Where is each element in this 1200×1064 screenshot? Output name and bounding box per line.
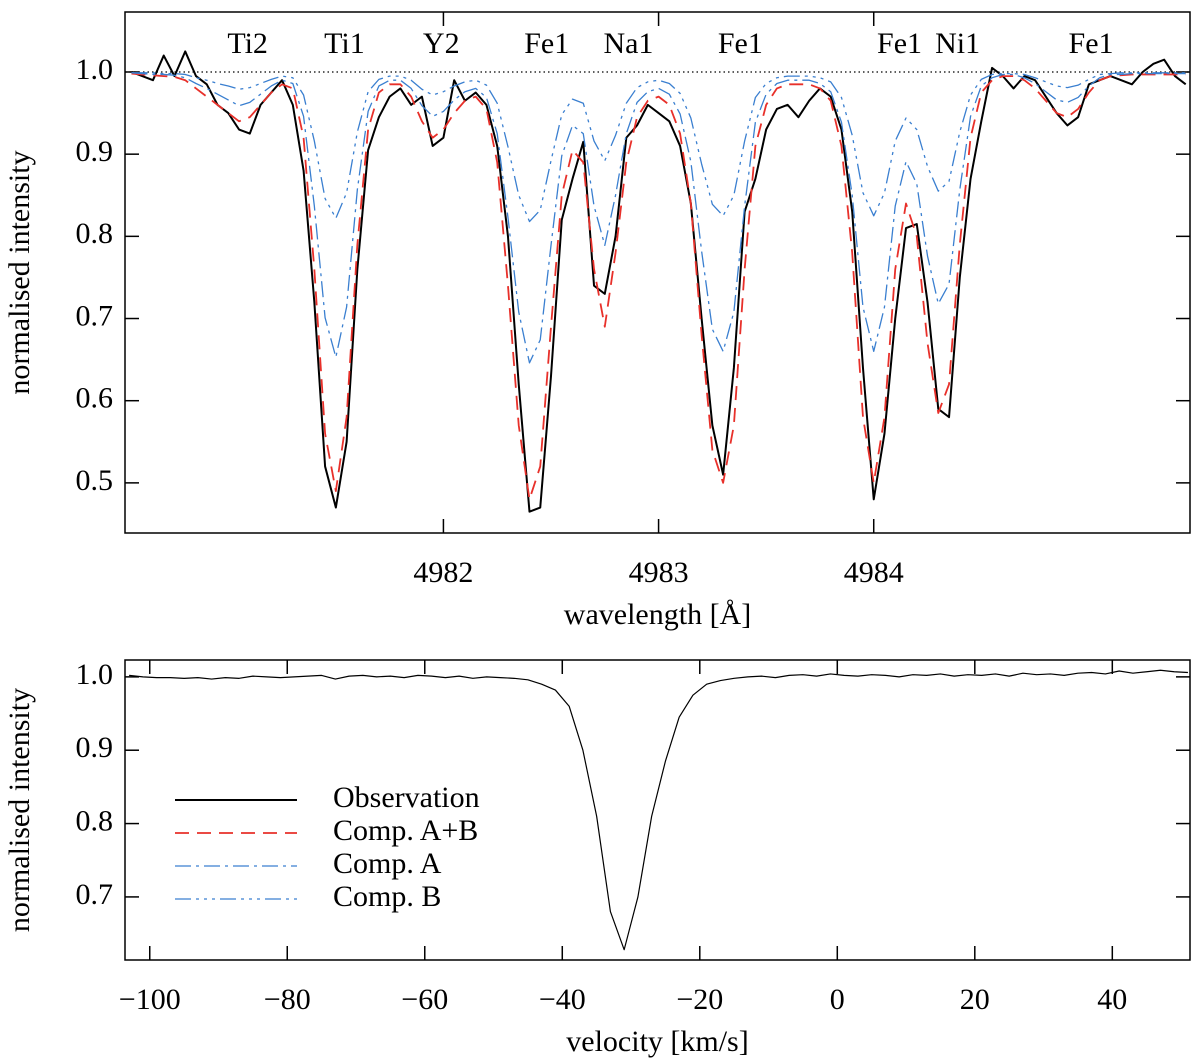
y-tick-label: 0.7 <box>76 878 114 911</box>
x-tick-label: 20 <box>960 983 990 1016</box>
y-axis-label: normalised intensity <box>3 150 36 394</box>
series-line <box>129 669 1188 951</box>
legend-label: Comp. A <box>333 847 442 880</box>
x-tick-label: 40 <box>1097 983 1127 1016</box>
legend-label: Comp. B <box>333 880 441 913</box>
line-label: Ti2 <box>227 27 268 60</box>
x-axis-label: velocity [km/s] <box>566 1025 748 1058</box>
y-tick-label: 0.7 <box>76 299 114 332</box>
x-tick-label: −100 <box>119 983 181 1016</box>
y-tick-label: 0.8 <box>76 217 114 250</box>
line-label: Ti1 <box>324 27 365 60</box>
line-label: Ni1 <box>935 27 980 60</box>
x-tick-label: 4983 <box>629 556 689 589</box>
x-tick-label: −40 <box>539 983 586 1016</box>
line-label: Y2 <box>423 27 460 60</box>
x-tick-label: −80 <box>264 983 311 1016</box>
series-line <box>131 72 1186 501</box>
series-line <box>131 72 1186 223</box>
x-tick-label: −20 <box>676 983 723 1016</box>
y-tick-label: 1.0 <box>76 658 114 691</box>
line-label: Fe1 <box>718 27 763 60</box>
y-tick-label: 0.6 <box>76 382 114 415</box>
line-label: Na1 <box>603 27 653 60</box>
y-tick-label: 0.9 <box>76 135 114 168</box>
y-axis-label: normalised intensity <box>3 688 36 932</box>
legend-label: Comp. A+B <box>333 814 478 847</box>
y-tick-label: 0.8 <box>76 804 114 837</box>
y-tick-label: 1.0 <box>76 53 114 86</box>
legend-label: Observation <box>333 781 480 814</box>
y-tick-label: 0.5 <box>76 464 114 497</box>
x-tick-label: −60 <box>401 983 448 1016</box>
x-tick-label: 4982 <box>413 556 473 589</box>
series-line <box>131 50 1187 513</box>
x-axis-label: wavelength [Å] <box>564 598 751 631</box>
plot-frame <box>124 11 1191 534</box>
y-tick-label: 0.9 <box>76 731 114 764</box>
line-label: Fe1 <box>877 27 922 60</box>
series-line <box>131 72 1186 364</box>
line-label: Fe1 <box>1069 27 1114 60</box>
x-tick-label: 0 <box>830 983 845 1016</box>
line-label: Fe1 <box>524 27 569 60</box>
plot-frame <box>124 659 1191 961</box>
x-tick-label: 4984 <box>844 556 904 589</box>
